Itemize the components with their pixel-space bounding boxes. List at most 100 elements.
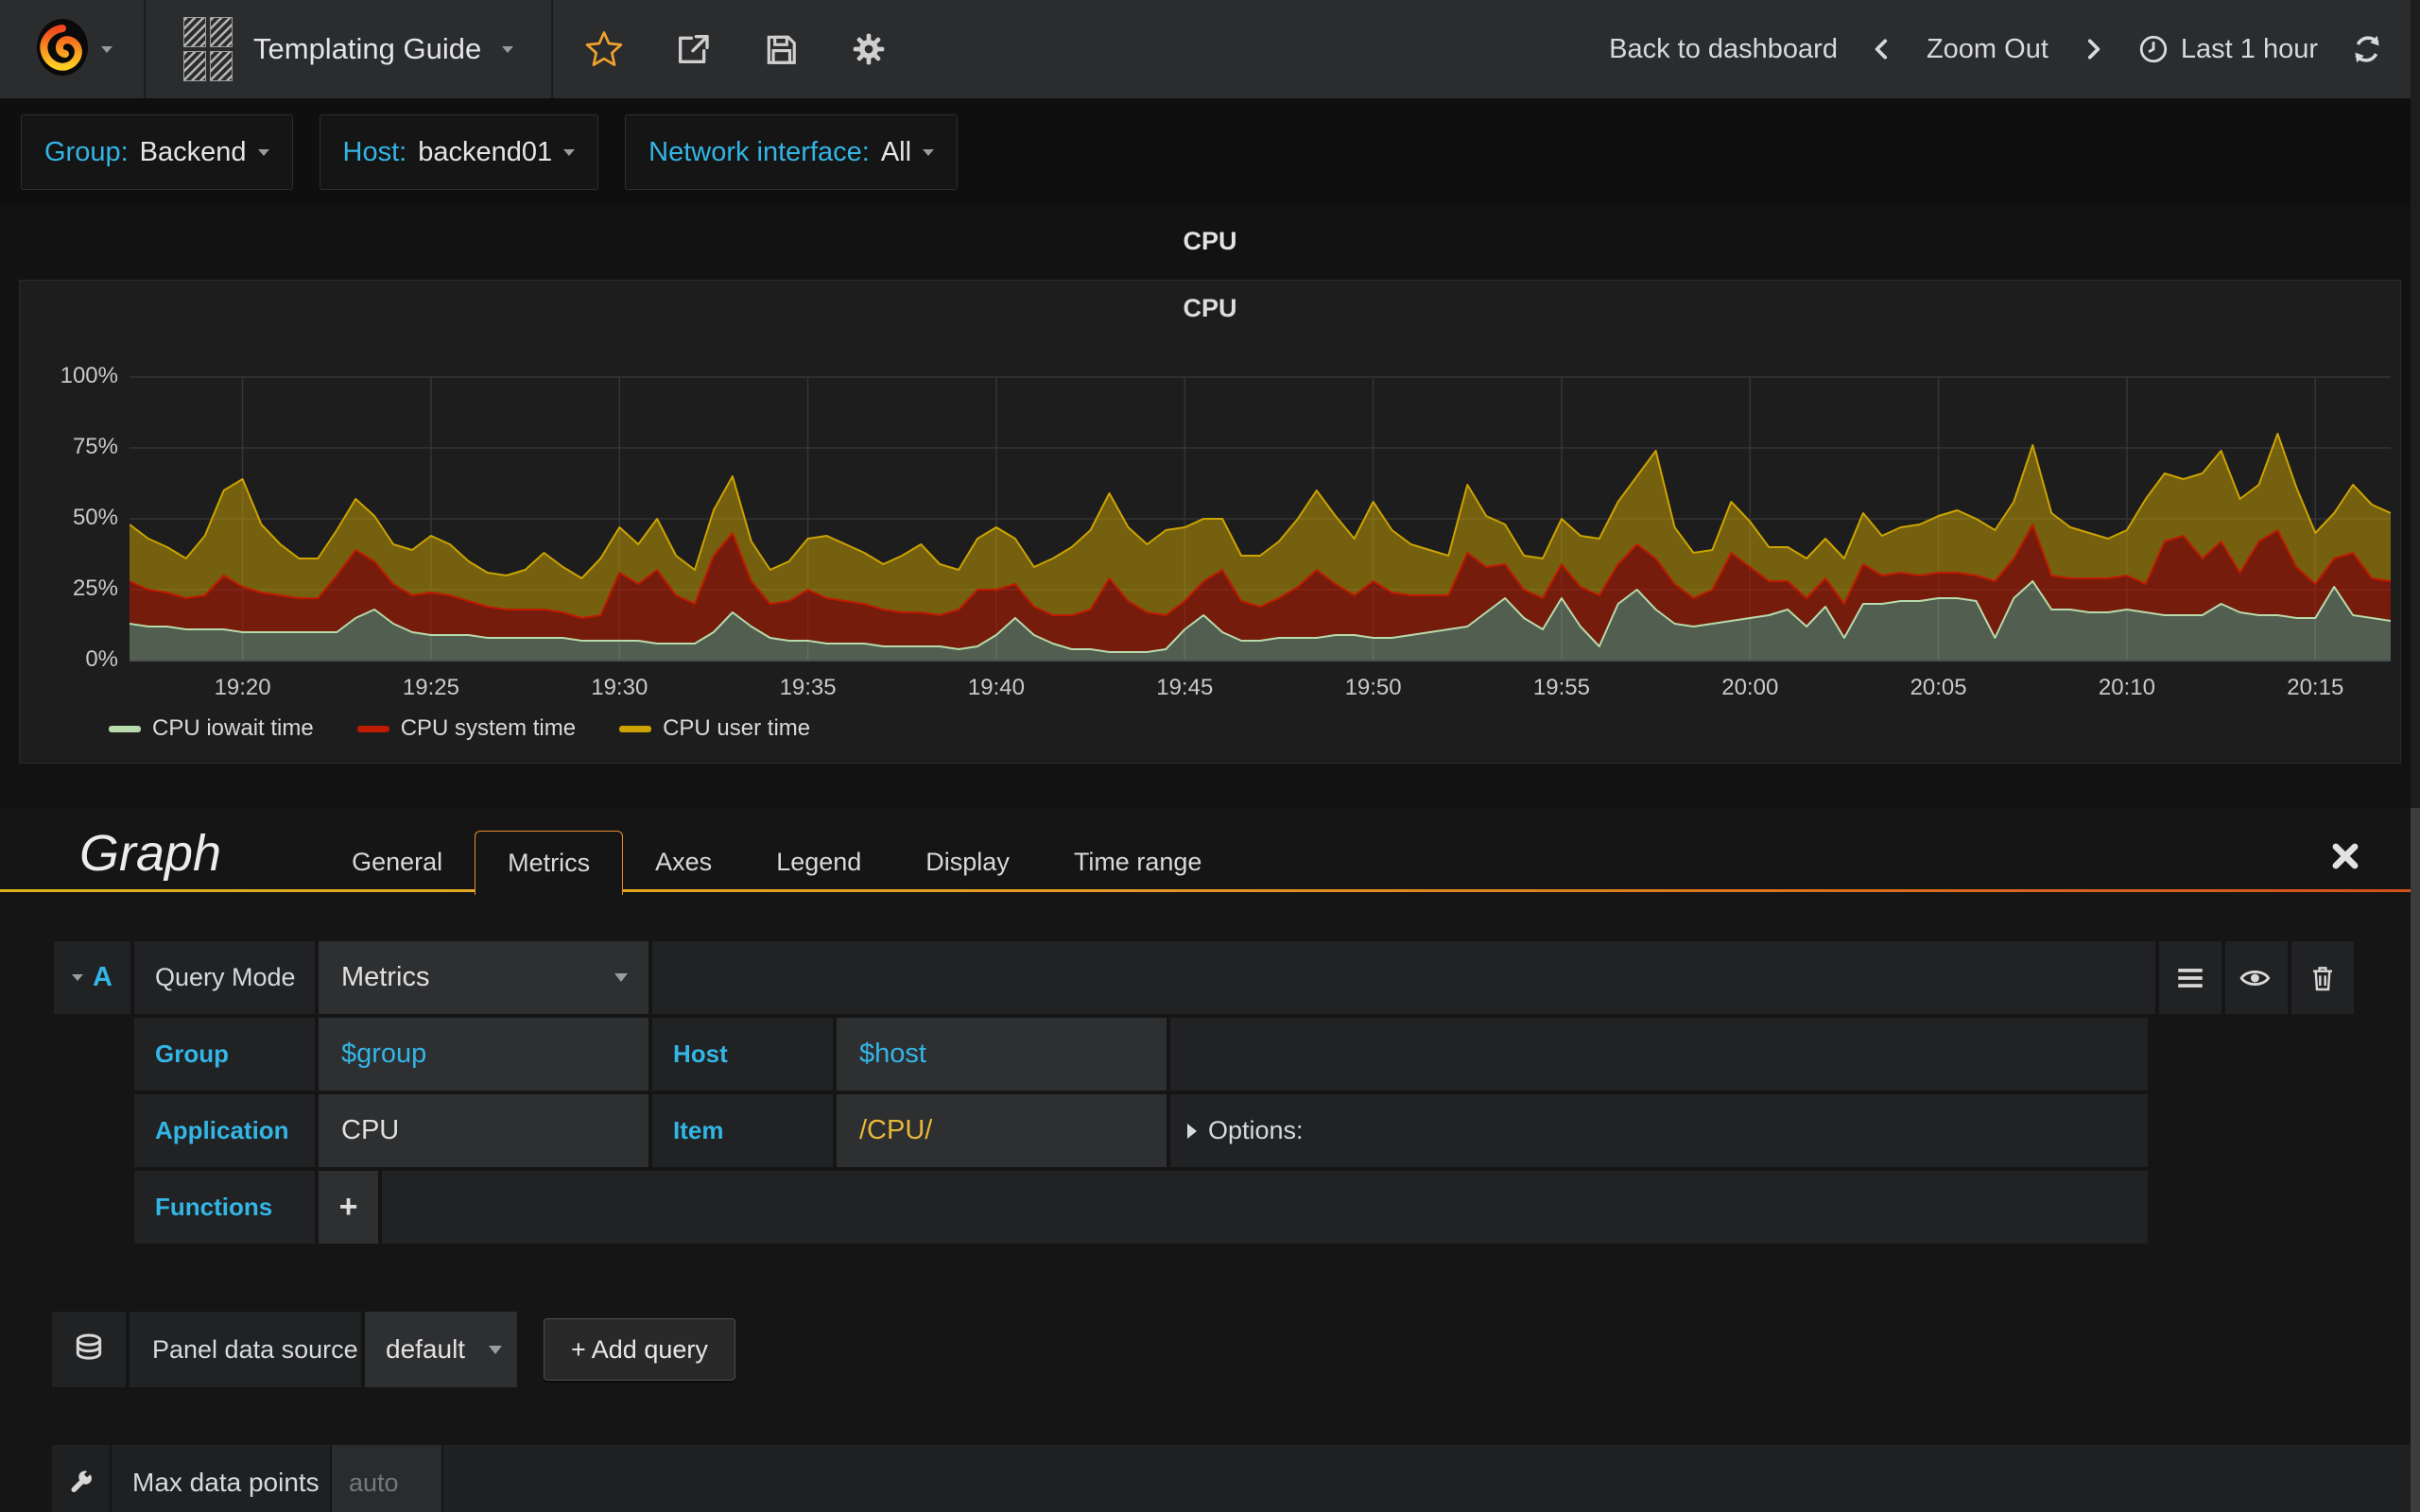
save-icon[interactable]	[763, 31, 799, 67]
row-indent	[54, 1018, 130, 1091]
refresh-icon[interactable]	[2350, 32, 2384, 66]
query-toggle-visibility-button[interactable]	[2225, 941, 2288, 1014]
clock-icon	[2137, 33, 2169, 65]
query-mode-select[interactable]: Metrics	[319, 941, 648, 1014]
share-icon[interactable]	[674, 30, 712, 68]
y-axis-label: 50%	[72, 505, 118, 530]
navbar: Templating Guide	[0, 0, 2420, 98]
grafana-logo-menu[interactable]	[0, 0, 144, 98]
legend-item-system[interactable]: CPU system time	[356, 715, 576, 742]
divider	[551, 0, 554, 98]
close-icon[interactable]	[2331, 842, 2360, 875]
eye-icon	[2239, 970, 2271, 986]
svg-text:19:50: 19:50	[1345, 675, 1402, 700]
template-variables-bar: Group: Backend Host: backend01 Network i…	[0, 98, 2420, 206]
svg-text:19:40: 19:40	[968, 675, 1025, 700]
panel-header-title: CPU	[1183, 227, 1237, 255]
query-ref-letter: A	[93, 962, 112, 992]
legend-swatch	[619, 725, 652, 732]
add-function-button[interactable]: +	[319, 1171, 378, 1244]
editor-heading: Graph	[79, 825, 222, 882]
chevron-down-icon	[257, 148, 269, 156]
tab-time-range[interactable]: Time range	[1073, 848, 1202, 876]
tab-metrics[interactable]: Metrics	[475, 831, 624, 895]
datasource-value: default	[386, 1334, 466, 1364]
time-shift-left-button[interactable]	[1870, 33, 1894, 65]
svg-text:19:30: 19:30	[591, 675, 648, 700]
variable-value: Backend	[139, 136, 247, 167]
legend-swatch	[109, 725, 141, 732]
tab-legend[interactable]: Legend	[776, 848, 862, 876]
host-field-input[interactable]: $host	[837, 1018, 1167, 1091]
datasource-label: Panel data source	[130, 1312, 361, 1387]
menu-icon	[2178, 968, 2203, 988]
svg-text:20:10: 20:10	[2099, 675, 2155, 700]
panel-editor: Graph General Metrics Axes Legend Displa…	[0, 809, 2420, 1512]
variable-label: Group:	[44, 136, 129, 167]
variable-network-interface[interactable]: Network interface: All	[625, 114, 959, 190]
datasource-row: Panel data source default + Add query	[52, 1312, 2420, 1387]
variable-value: All	[880, 136, 912, 167]
legend-item-iowait[interactable]: CPU iowait time	[109, 715, 314, 742]
max-data-points-input[interactable]	[332, 1445, 441, 1512]
panel-title[interactable]: CPU	[1183, 294, 1237, 322]
chart-legend: CPU iowait time CPU system time CPU user…	[109, 715, 810, 742]
item-field-label: Item	[652, 1094, 833, 1167]
tab-accent-underline	[0, 889, 2420, 892]
star-icon[interactable]	[585, 30, 623, 68]
application-field-input[interactable]: CPU	[319, 1094, 648, 1167]
query-collapse-toggle[interactable]: A	[54, 941, 130, 1014]
grafana-logo-icon	[31, 16, 94, 83]
gear-icon[interactable]	[850, 30, 888, 68]
cpu-stacked-area-chart[interactable]: 19:20 19:25 19:30 19:35 19:40 19:45 19:50 19:55…	[130, 368, 2391, 708]
variable-group[interactable]: Group: Backend	[21, 114, 293, 190]
scrollbar-track[interactable]	[2411, 0, 2420, 1512]
chevron-down-icon	[72, 974, 84, 981]
chevron-down-icon	[614, 973, 628, 982]
datasource-select[interactable]: default	[365, 1312, 517, 1387]
wrench-icon	[52, 1445, 110, 1512]
time-shift-right-button[interactable]	[2081, 33, 2105, 65]
svg-text:20:00: 20:00	[1721, 675, 1778, 700]
options-label: Options:	[1208, 1116, 1304, 1144]
chevron-down-icon	[101, 45, 112, 53]
y-axis-label: 100%	[60, 363, 118, 388]
tab-general[interactable]: General	[352, 848, 443, 876]
y-axis-label: 75%	[72, 434, 118, 459]
tab-display[interactable]: Display	[925, 848, 1010, 876]
svg-text:19:25: 19:25	[403, 675, 459, 700]
divider	[144, 0, 146, 98]
tab-axes[interactable]: Axes	[655, 848, 713, 876]
row-filler	[1170, 1018, 2148, 1091]
variable-value: backend01	[418, 136, 553, 167]
time-range-picker[interactable]: Last 1 hour	[2137, 33, 2318, 65]
group-field-input[interactable]: $group	[319, 1018, 648, 1091]
dashboard-title-menu[interactable]: Templating Guide	[146, 0, 551, 98]
variable-host[interactable]: Host: backend01	[319, 114, 599, 190]
query-menu-button[interactable]	[2159, 941, 2221, 1014]
back-to-dashboard-link[interactable]: Back to dashboard	[1609, 33, 1838, 64]
application-field-label: Application	[134, 1094, 315, 1167]
svg-text:19:35: 19:35	[780, 675, 837, 700]
dashboard-grid-icon	[183, 17, 233, 81]
group-field-label: Group	[134, 1018, 315, 1091]
legend-item-user[interactable]: CPU user time	[619, 715, 810, 742]
item-field-input[interactable]: /CPU/	[837, 1094, 1167, 1167]
query-editor: A Query Mode Metrics	[0, 892, 2420, 1244]
add-query-button[interactable]: + Add query	[544, 1318, 735, 1381]
chevron-down-icon	[923, 148, 935, 156]
chevron-down-icon	[563, 148, 576, 156]
zoom-out-button[interactable]: Zoom Out	[1926, 33, 2048, 64]
y-axis-label: 25%	[72, 576, 118, 601]
editor-tab-bar: Graph General Metrics Axes Legend Displa…	[0, 809, 2420, 895]
svg-text:20:15: 20:15	[2287, 675, 2343, 700]
variable-label: Network interface:	[648, 136, 870, 167]
legend-swatch	[356, 725, 389, 732]
options-toggle[interactable]: Options:	[1170, 1094, 2148, 1167]
max-data-points-label: Max data points	[112, 1445, 330, 1512]
max-data-points-row: Max data points	[52, 1445, 2420, 1512]
query-mode-value: Metrics	[341, 962, 430, 992]
query-delete-button[interactable]	[2291, 941, 2354, 1014]
scrollbar-thumb[interactable]	[2411, 808, 2420, 1512]
